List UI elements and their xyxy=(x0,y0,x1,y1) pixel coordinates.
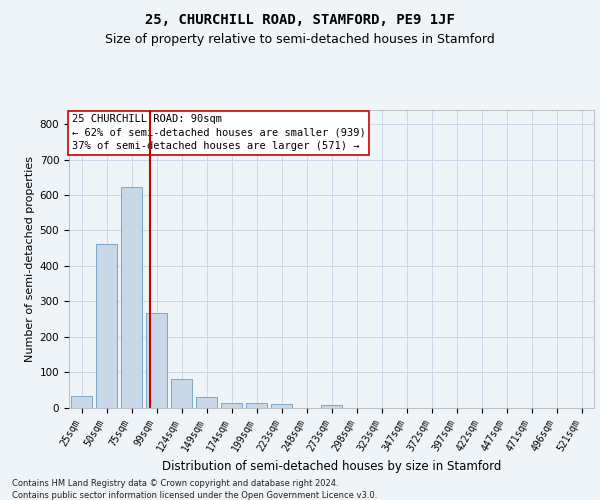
Text: Size of property relative to semi-detached houses in Stamford: Size of property relative to semi-detach… xyxy=(105,32,495,46)
Bar xyxy=(321,406,342,407)
Y-axis label: Number of semi-detached properties: Number of semi-detached properties xyxy=(25,156,35,362)
Text: 25, CHURCHILL ROAD, STAMFORD, PE9 1JF: 25, CHURCHILL ROAD, STAMFORD, PE9 1JF xyxy=(145,12,455,26)
Bar xyxy=(121,187,142,408)
Bar xyxy=(196,397,217,407)
Text: Contains public sector information licensed under the Open Government Licence v3: Contains public sector information licen… xyxy=(12,491,377,500)
Bar xyxy=(171,379,192,408)
Bar xyxy=(146,312,167,408)
X-axis label: Distribution of semi-detached houses by size in Stamford: Distribution of semi-detached houses by … xyxy=(162,460,501,472)
Bar xyxy=(71,396,92,407)
Text: Contains HM Land Registry data © Crown copyright and database right 2024.: Contains HM Land Registry data © Crown c… xyxy=(12,479,338,488)
Bar xyxy=(221,403,242,407)
Bar xyxy=(246,403,267,407)
Bar xyxy=(271,404,292,407)
Bar xyxy=(96,244,117,408)
Text: 25 CHURCHILL ROAD: 90sqm
← 62% of semi-detached houses are smaller (939)
37% of : 25 CHURCHILL ROAD: 90sqm ← 62% of semi-d… xyxy=(71,114,365,151)
